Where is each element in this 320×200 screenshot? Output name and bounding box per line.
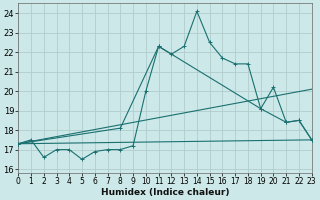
X-axis label: Humidex (Indice chaleur): Humidex (Indice chaleur) [101, 188, 229, 197]
